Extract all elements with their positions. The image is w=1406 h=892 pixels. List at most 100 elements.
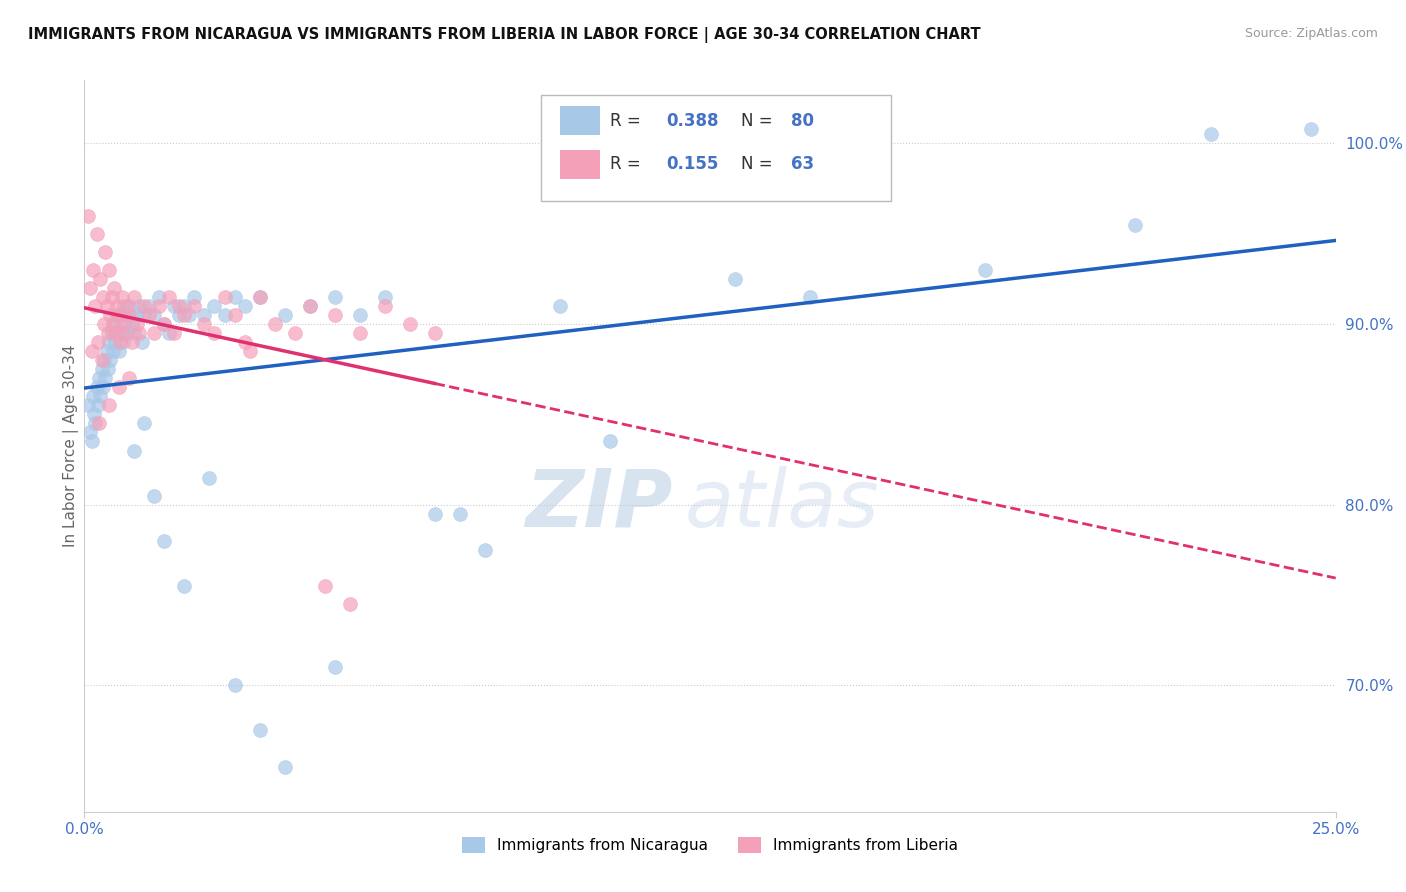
Point <box>169 308 191 322</box>
Point <box>104 326 127 340</box>
Point <box>193 317 215 331</box>
Point <box>198 470 221 484</box>
Point <box>124 326 146 340</box>
Point <box>108 380 131 394</box>
Point <box>148 290 170 304</box>
Point <box>799 290 821 304</box>
Point <box>349 326 371 340</box>
Point <box>548 299 571 313</box>
Y-axis label: In Labor Force | Age 30-34: In Labor Force | Age 30-34 <box>63 344 79 548</box>
Point <box>314 579 336 593</box>
Point <box>173 579 195 593</box>
Point <box>134 308 156 322</box>
Point <box>89 371 111 385</box>
Point <box>374 299 396 313</box>
FancyBboxPatch shape <box>541 95 891 201</box>
Point <box>96 299 118 313</box>
Point <box>77 398 100 412</box>
Text: 80: 80 <box>792 112 814 129</box>
Text: R =: R = <box>610 112 645 129</box>
Point <box>87 335 110 350</box>
Point <box>96 344 118 359</box>
Point <box>83 408 105 422</box>
Point <box>724 272 747 286</box>
Point <box>159 326 181 340</box>
Point <box>87 398 110 412</box>
Point <box>100 353 122 368</box>
Point <box>153 317 176 331</box>
Point <box>273 308 295 322</box>
Point <box>173 299 195 313</box>
Text: Source: ZipAtlas.com: Source: ZipAtlas.com <box>1244 27 1378 40</box>
Point <box>103 317 125 331</box>
Text: 0.155: 0.155 <box>666 155 718 173</box>
Point <box>79 425 101 440</box>
Point <box>233 299 256 313</box>
Point <box>79 281 101 295</box>
Point <box>124 443 146 458</box>
Point <box>112 299 135 313</box>
Point <box>115 299 138 313</box>
Point <box>298 299 321 313</box>
Point <box>233 335 256 350</box>
Point <box>98 263 121 277</box>
Point <box>80 434 103 449</box>
Legend: Immigrants from Nicaragua, Immigrants from Liberia: Immigrants from Nicaragua, Immigrants fr… <box>456 830 965 859</box>
Point <box>204 299 226 313</box>
Point <box>82 263 104 277</box>
Point <box>449 507 471 521</box>
Text: N =: N = <box>741 112 778 129</box>
Point <box>108 344 131 359</box>
Point <box>143 489 166 503</box>
Point <box>249 290 271 304</box>
Point <box>94 371 117 385</box>
Point <box>94 244 117 259</box>
Point <box>131 335 153 350</box>
Point <box>323 308 346 322</box>
Point <box>214 290 236 304</box>
Point <box>86 227 108 241</box>
Point <box>349 308 371 322</box>
Point <box>115 326 138 340</box>
Point <box>138 299 160 313</box>
Point <box>179 308 201 322</box>
Point <box>423 326 446 340</box>
Text: ZIP: ZIP <box>524 466 672 543</box>
Point <box>77 209 100 223</box>
Point <box>103 344 125 359</box>
Point <box>423 507 446 521</box>
Point <box>193 308 215 322</box>
Point <box>90 362 112 376</box>
Point <box>204 326 226 340</box>
Point <box>98 335 121 350</box>
Point <box>398 317 420 331</box>
Point <box>1199 128 1222 142</box>
Point <box>100 308 122 322</box>
Point <box>101 326 124 340</box>
Point <box>121 317 143 331</box>
Point <box>238 344 260 359</box>
Point <box>89 272 111 286</box>
Point <box>97 362 120 376</box>
Point <box>339 597 361 611</box>
Point <box>118 371 141 385</box>
Point <box>134 299 156 313</box>
Point <box>974 263 997 277</box>
FancyBboxPatch shape <box>560 106 600 136</box>
Point <box>112 335 135 350</box>
Point <box>224 290 246 304</box>
Point <box>105 308 128 322</box>
Point <box>474 542 496 557</box>
Point <box>103 281 125 295</box>
Point <box>263 317 285 331</box>
Point <box>183 290 205 304</box>
Point <box>112 326 135 340</box>
Point <box>128 299 150 313</box>
Text: IMMIGRANTS FROM NICARAGUA VS IMMIGRANTS FROM LIBERIA IN LABOR FORCE | AGE 30-34 : IMMIGRANTS FROM NICARAGUA VS IMMIGRANTS … <box>28 27 981 43</box>
Point <box>111 290 134 304</box>
Text: 0.388: 0.388 <box>666 112 718 129</box>
Point <box>98 398 121 412</box>
Point <box>89 417 111 431</box>
Point <box>110 326 132 340</box>
Point <box>138 308 160 322</box>
